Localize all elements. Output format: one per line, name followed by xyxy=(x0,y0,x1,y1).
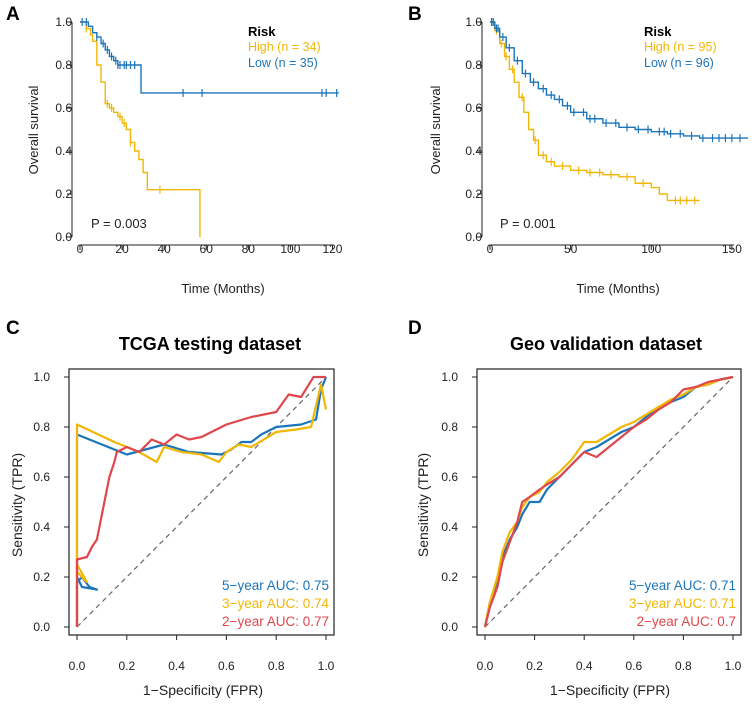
y-tick-label: 0.8 xyxy=(55,58,72,72)
y-tick-label: 1.0 xyxy=(465,15,482,29)
y-tick-label: 0.6 xyxy=(465,101,482,115)
x-tick-label: 40 xyxy=(157,242,171,256)
roc-curve-3-year xyxy=(75,383,328,627)
x-tick-label: 0.2 xyxy=(526,659,543,673)
chart-title-c: TCGA testing dataset xyxy=(119,334,301,354)
legend-3year-d: 3−year AUC: 0.71 xyxy=(629,596,736,611)
x-tick-label: 100 xyxy=(641,242,661,256)
legend-title-a: Risk xyxy=(248,24,276,39)
x-tick-label: 0.8 xyxy=(675,659,692,673)
x-tick-label: 50 xyxy=(564,242,578,256)
reference-diagonal xyxy=(484,376,734,628)
x-tick-label: 0.0 xyxy=(69,659,86,673)
legend-low-b: Low (n = 96) xyxy=(644,56,714,70)
y-axis-label-b: Overall survival xyxy=(428,85,443,174)
x-tick-label: 0.2 xyxy=(118,659,135,673)
legend-high-b: High (n = 95) xyxy=(644,40,717,54)
panel-letter-c: C xyxy=(6,318,20,339)
y-axis-label-c: Sensitivity (TPR) xyxy=(9,453,25,557)
panel-a: A 0 20 40 60 80 100 120 0.0 0.2 0.4 0.6 0.8 1.0 Time… xyxy=(6,4,343,296)
chart-title-d: Geo validation dataset xyxy=(510,334,702,354)
y-tick-label: 1.0 xyxy=(55,15,72,29)
y-axis-label-a: Overall survival xyxy=(26,85,41,174)
y-tick-label: 0.0 xyxy=(33,620,50,634)
y-tick-label: 1.0 xyxy=(33,370,50,384)
y-tick-label: 0.4 xyxy=(55,144,72,158)
y-tick-label: 0.0 xyxy=(465,230,482,244)
legend-5year-c: 5−year AUC: 0.75 xyxy=(222,578,329,593)
km-curve-high xyxy=(80,21,201,237)
roc-curve-2-year xyxy=(75,375,326,627)
x-tick-label: 120 xyxy=(322,242,342,256)
y-tick-label: 0.6 xyxy=(441,470,458,484)
x-tick-label: 20 xyxy=(115,242,129,256)
x-tick-label: 1.0 xyxy=(725,659,742,673)
plot-frame xyxy=(476,368,742,636)
legend-5year-d: 5−year AUC: 0.71 xyxy=(629,578,736,593)
y-tick-label: 0.8 xyxy=(465,58,482,72)
pvalue-a: P = 0.003 xyxy=(91,216,147,231)
y-tick-label: 0.6 xyxy=(55,101,72,115)
roc-curve-2-year xyxy=(483,375,734,628)
plot-frame xyxy=(68,368,335,636)
roc-plot-c: 0.0 0.2 0.4 0.6 0.8 1.0 0.0 0.2 0.4 0.6 0.8 1.0 xyxy=(33,368,335,673)
x-tick-label: 0.4 xyxy=(576,659,593,673)
x-tick-label: 1.0 xyxy=(318,659,335,673)
km-curve-low xyxy=(80,21,339,94)
x-tick-label: 0.6 xyxy=(218,659,235,673)
panel-letter-a: A xyxy=(6,4,20,25)
legend-title-b: Risk xyxy=(644,24,672,39)
x-tick-label: 100 xyxy=(280,242,300,256)
y-tick-label: 0.2 xyxy=(465,187,482,201)
km-plot-a: 0 20 40 60 80 100 120 0.0 0.2 0.4 0.6 0.8 1.0 xyxy=(55,15,342,256)
roc-plot-d: 0.0 0.2 0.4 0.6 0.8 1.0 0.0 0.2 0.4 0.6 0.8 1.0 xyxy=(441,368,742,673)
x-tick-label: 60 xyxy=(200,242,214,256)
x-axis-label-a: Time (Months) xyxy=(181,281,264,296)
x-axis-label-c: 1−Specificity (FPR) xyxy=(143,682,263,698)
reference-diagonal xyxy=(76,376,327,628)
x-tick-label: 0.4 xyxy=(168,659,185,673)
x-tick-label: 80 xyxy=(242,242,256,256)
legend-low-a: Low (n = 35) xyxy=(248,56,318,70)
y-tick-label: 0.0 xyxy=(55,230,72,244)
y-tick-label: 0.2 xyxy=(55,187,72,201)
pvalue-b: P = 0.001 xyxy=(500,216,556,231)
y-tick-label: 1.0 xyxy=(441,370,458,384)
y-tick-label: 0.2 xyxy=(441,570,458,584)
x-tick-label: 0.0 xyxy=(477,659,494,673)
x-tick-label: 150 xyxy=(722,242,742,256)
y-tick-label: 0.6 xyxy=(33,470,50,484)
y-tick-label: 0.4 xyxy=(33,520,50,534)
panel-letter-d: D xyxy=(408,318,422,339)
panel-c: C TCGA testing dataset 0.0 0.2 0.4 0.6 0.8 1.… xyxy=(6,318,335,698)
x-tick-label: 0.8 xyxy=(268,659,285,673)
y-tick-label: 0.2 xyxy=(33,570,50,584)
roc-curve-3-year xyxy=(483,375,734,628)
y-tick-label: 0.4 xyxy=(465,144,482,158)
panel-letter-b: B xyxy=(408,4,422,25)
y-tick-label: 0.8 xyxy=(33,420,50,434)
legend-2year-c: 2−year AUC: 0.77 xyxy=(222,614,329,629)
legend-2year-d: 2−year AUC: 0.7 xyxy=(637,614,736,629)
legend-3year-c: 3−year AUC: 0.74 xyxy=(222,596,329,611)
y-tick-label: 0.4 xyxy=(441,520,458,534)
x-tick-label: 0 xyxy=(77,242,84,256)
panel-d: D Geo validation dataset 0.0 0.2 0.4 0.6 0.8… xyxy=(408,318,742,698)
x-axis-label-d: 1−Specificity (FPR) xyxy=(550,682,670,698)
y-tick-label: 0.0 xyxy=(441,620,458,634)
x-tick-label: 0 xyxy=(487,242,494,256)
legend-high-a: High (n = 34) xyxy=(248,40,321,54)
x-tick-label: 0.6 xyxy=(625,659,642,673)
y-axis-label-d: Sensitivity (TPR) xyxy=(415,453,431,557)
y-tick-label: 0.8 xyxy=(441,420,458,434)
km-plot-b: 0 50 100 150 0.0 0.2 0.4 0.6 0.8 1.0 xyxy=(465,15,748,256)
x-axis-label-b: Time (Months) xyxy=(576,281,659,296)
panel-b: B 0 50 100 150 0.0 0.2 0.4 0.6 0.8 1.0 Time (Mont… xyxy=(408,4,748,296)
km-curve-high xyxy=(490,21,700,202)
